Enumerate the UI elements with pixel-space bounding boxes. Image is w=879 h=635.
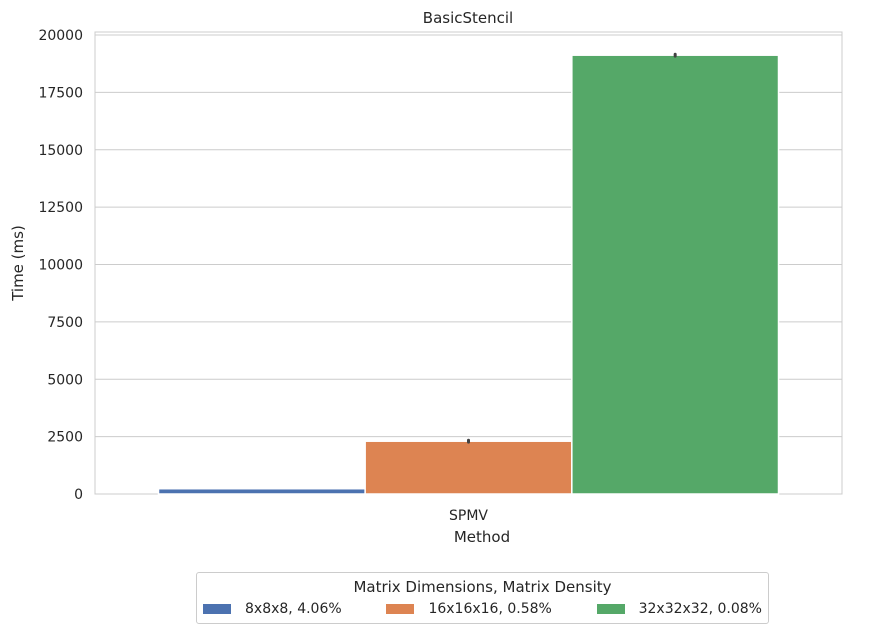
bar <box>157 487 366 495</box>
legend-item-32x32x32: 32x32x32, 0.08% <box>596 601 762 617</box>
bar <box>571 54 780 495</box>
legend-label-8x8x8: 8x8x8, 4.06% <box>245 601 342 617</box>
legend-label-32x32x32: 32x32x32, 0.08% <box>638 601 762 617</box>
y-tick-label: 7500 <box>47 315 83 331</box>
y-tick-label: 5000 <box>47 372 83 388</box>
legend: Matrix Dimensions, Matrix Density 8x8x8,… <box>196 572 769 624</box>
y-tick-label: 10000 <box>38 258 83 274</box>
y-tick-label: 17500 <box>38 85 83 101</box>
x-tick-label: SPMV <box>449 508 488 524</box>
legend-title: Matrix Dimensions, Matrix Density <box>353 578 612 596</box>
x-tick-labels: SPMV <box>449 508 488 524</box>
y-tick-label: 15000 <box>38 143 83 159</box>
legend-items: 8x8x8, 4.06% 16x16x16, 0.58% 32x32x32, 0… <box>203 601 762 617</box>
y-axis-label: Time (ms) <box>9 225 27 302</box>
bar <box>364 440 573 495</box>
legend-item-16x16x16: 16x16x16, 0.58% <box>386 601 552 617</box>
bars <box>157 54 780 495</box>
legend-label-16x16x16: 16x16x16, 0.58% <box>428 601 552 617</box>
y-tick-label: 12500 <box>38 200 83 216</box>
legend-item-8x8x8: 8x8x8, 4.06% <box>203 601 342 617</box>
chart-title: BasicStencil <box>423 9 513 27</box>
legend-swatch-8x8x8 <box>203 604 231 614</box>
legend-swatch-32x32x32 <box>596 604 625 614</box>
y-tick-labels: 0 2500 5000 7500 10000 12500 15000 17500 20000 <box>38 28 83 503</box>
y-tick-label: 0 <box>74 487 83 503</box>
error-bars <box>467 52 677 444</box>
legend-swatch-16x16x16 <box>386 604 415 614</box>
y-tick-label: 2500 <box>47 430 83 446</box>
y-tick-label: 20000 <box>38 28 83 44</box>
x-axis-label: Method <box>454 528 510 546</box>
